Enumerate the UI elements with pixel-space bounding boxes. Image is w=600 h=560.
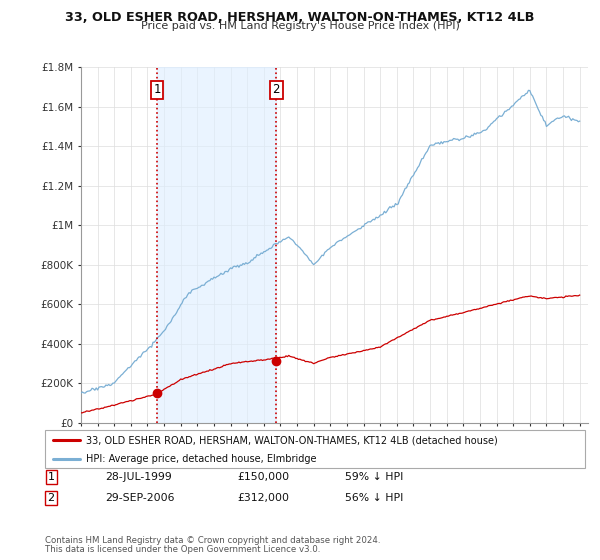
Text: 2: 2: [47, 493, 55, 503]
Text: This data is licensed under the Open Government Licence v3.0.: This data is licensed under the Open Gov…: [45, 545, 320, 554]
Text: 33, OLD ESHER ROAD, HERSHAM, WALTON-ON-THAMES, KT12 4LB: 33, OLD ESHER ROAD, HERSHAM, WALTON-ON-T…: [65, 11, 535, 24]
FancyBboxPatch shape: [45, 430, 585, 468]
Text: 33, OLD ESHER ROAD, HERSHAM, WALTON-ON-THAMES, KT12 4LB (detached house): 33, OLD ESHER ROAD, HERSHAM, WALTON-ON-T…: [86, 435, 497, 445]
Text: 59% ↓ HPI: 59% ↓ HPI: [345, 472, 403, 482]
Text: 2: 2: [272, 83, 280, 96]
Text: HPI: Average price, detached house, Elmbridge: HPI: Average price, detached house, Elmb…: [86, 454, 316, 464]
Text: 56% ↓ HPI: 56% ↓ HPI: [345, 493, 403, 503]
Text: Contains HM Land Registry data © Crown copyright and database right 2024.: Contains HM Land Registry data © Crown c…: [45, 536, 380, 545]
Text: 28-JUL-1999: 28-JUL-1999: [105, 472, 172, 482]
Text: Price paid vs. HM Land Registry's House Price Index (HPI): Price paid vs. HM Land Registry's House …: [140, 21, 460, 31]
Bar: [157, 67, 277, 423]
Text: £312,000: £312,000: [237, 493, 289, 503]
Text: 1: 1: [154, 83, 161, 96]
Text: 1: 1: [47, 472, 55, 482]
Text: £150,000: £150,000: [237, 472, 289, 482]
Text: 29-SEP-2006: 29-SEP-2006: [105, 493, 175, 503]
